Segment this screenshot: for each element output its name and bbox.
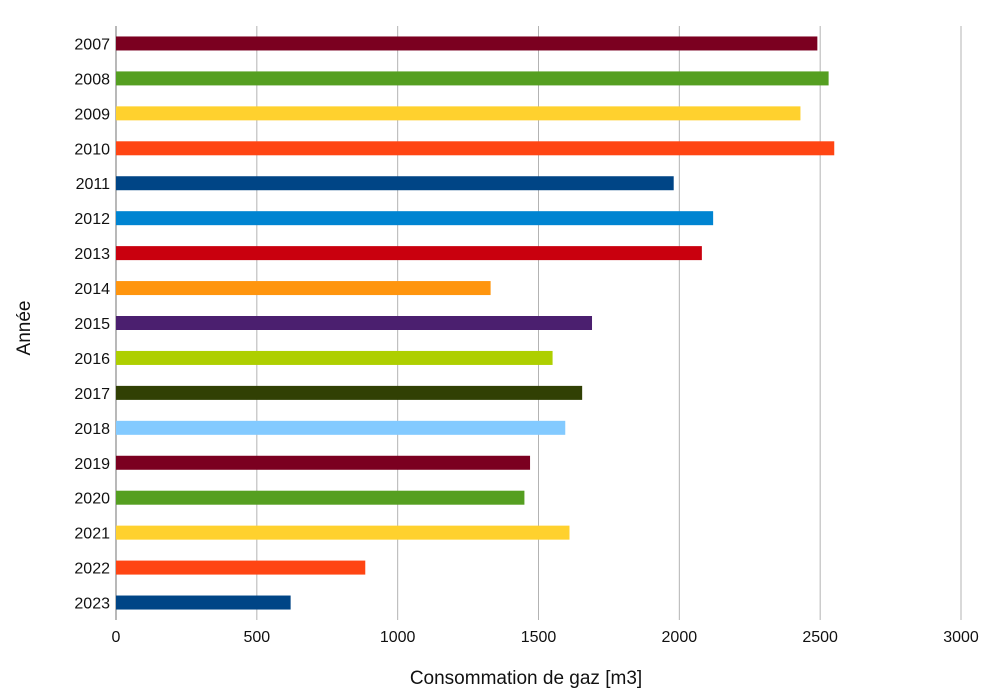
y-tick-label-2022: 2022 bbox=[74, 561, 110, 578]
bar-2016 bbox=[116, 350, 553, 365]
y-tick-labels: 2007 2008 2009 2010 2011 2012 2013 2014 2015 2016… bbox=[74, 36, 110, 612]
bar-2019 bbox=[116, 455, 531, 470]
y-tick-label-2023: 2023 bbox=[74, 596, 110, 613]
y-tick-label-2015: 2015 bbox=[74, 316, 110, 333]
x-tick-label-1000: 1000 bbox=[380, 629, 416, 646]
bar-2022 bbox=[116, 560, 366, 575]
y-tick-label-2012: 2012 bbox=[74, 211, 110, 228]
x-tick-label-3000: 3000 bbox=[943, 629, 979, 646]
y-tick-label-2021: 2021 bbox=[74, 526, 110, 543]
bar-2021 bbox=[116, 525, 570, 540]
y-tick-label-2007: 2007 bbox=[74, 36, 110, 53]
y-tick-label-2014: 2014 bbox=[74, 281, 110, 298]
y-tick-label-2013: 2013 bbox=[74, 246, 110, 263]
y-tick-label-2009: 2009 bbox=[74, 106, 110, 123]
x-tick-label-2500: 2500 bbox=[802, 629, 838, 646]
bar-2015 bbox=[116, 316, 593, 330]
bar-2014 bbox=[116, 281, 491, 296]
y-tick-label-2020: 2020 bbox=[74, 491, 110, 508]
bar-2011 bbox=[116, 176, 674, 191]
y-axis-title: Année bbox=[14, 301, 35, 356]
x-tick-label-500: 500 bbox=[243, 629, 270, 646]
bar-2010 bbox=[116, 141, 835, 156]
x-tick-label-0: 0 bbox=[112, 629, 121, 646]
bar-2008 bbox=[116, 71, 829, 86]
x-tick-label-1500: 1500 bbox=[521, 629, 557, 646]
bars bbox=[116, 36, 835, 610]
x-tick-labels: 0 500 1000 1500 2000 2500 3000 bbox=[112, 629, 979, 646]
y-tick-label-2016: 2016 bbox=[74, 351, 110, 368]
bar-2012 bbox=[116, 211, 714, 226]
y-tick-label-2019: 2019 bbox=[74, 456, 110, 473]
x-tick-label-2000: 2000 bbox=[662, 629, 698, 646]
y-tick-label-2011: 2011 bbox=[76, 176, 111, 193]
bar-2020 bbox=[116, 490, 525, 505]
y-tick-label-2008: 2008 bbox=[74, 71, 110, 88]
x-axis-title: Consommation de gaz [m3] bbox=[410, 668, 642, 689]
y-tick-label-2010: 2010 bbox=[74, 141, 110, 158]
y-tick-label-2017: 2017 bbox=[74, 386, 110, 403]
grid-lines bbox=[115, 26, 962, 620]
bar-2017 bbox=[116, 385, 583, 400]
bar-2009 bbox=[116, 106, 801, 121]
y-tick-label-2018: 2018 bbox=[74, 421, 110, 438]
bar-2023 bbox=[116, 595, 291, 610]
bar-2007 bbox=[116, 36, 818, 51]
bar-2018 bbox=[116, 420, 566, 435]
bar-2013 bbox=[116, 246, 702, 261]
